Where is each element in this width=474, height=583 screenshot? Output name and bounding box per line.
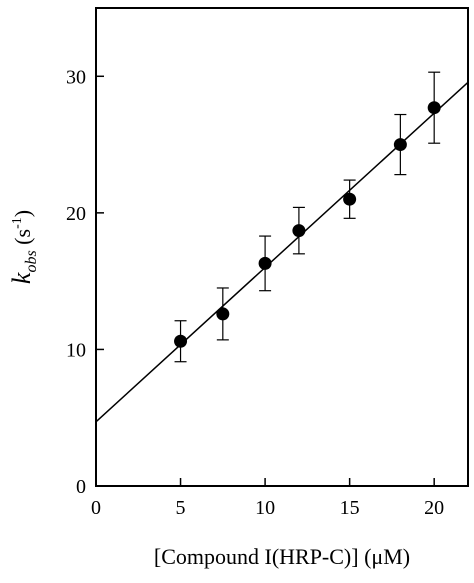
y-axis-title: kobs (s-1) xyxy=(7,210,40,284)
plot-frame xyxy=(95,7,469,487)
data-point xyxy=(258,256,272,270)
x-axis-title: [Compound I(HRP-C)] (μM) xyxy=(154,544,410,569)
data-point xyxy=(216,307,230,321)
fit-line xyxy=(95,81,469,423)
ticks-layer: 0 5 10 15 20 0 10 20 30 xyxy=(66,66,444,519)
data-point xyxy=(393,138,407,152)
y-tick-label: 10 xyxy=(66,339,86,361)
data-point xyxy=(174,334,188,348)
plot-layer xyxy=(95,71,469,423)
y-axis-title-subscript: obs xyxy=(23,250,40,272)
y-axis-title-unit-sup: -1 xyxy=(10,217,25,229)
data-point xyxy=(343,192,357,206)
x-tick-label: 0 xyxy=(91,497,101,519)
x-tick-label: 15 xyxy=(340,497,360,519)
y-axis-title-unit-open: (s xyxy=(10,229,35,250)
x-tick-label: 10 xyxy=(255,497,275,519)
y-axis-title-unit-close: ) xyxy=(10,210,35,217)
y-tick-label: 20 xyxy=(66,203,86,225)
y-tick-label: 30 xyxy=(66,66,86,88)
y-tick-label: 0 xyxy=(76,476,86,498)
x-tick-label: 5 xyxy=(176,497,186,519)
data-point xyxy=(292,224,306,238)
x-tick-label: 20 xyxy=(424,497,444,519)
y-axis-title-main: k xyxy=(7,272,36,284)
data-point xyxy=(427,101,441,115)
